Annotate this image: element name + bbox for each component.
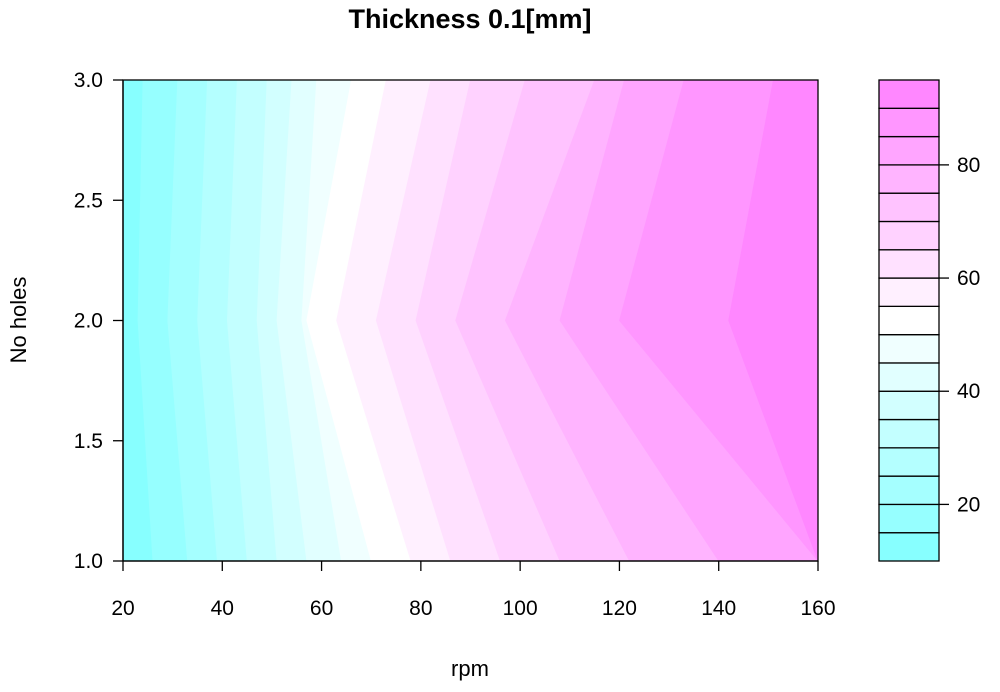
colorbar-swatch-75	[878, 164, 940, 194]
plot-area	[122, 79, 819, 562]
colorbar-tick-label: 80	[957, 154, 980, 177]
y-axis: 1.0 1.5 2.0 2.5 3.0	[74, 69, 124, 573]
x-tick-label: 140	[701, 597, 736, 620]
colorbar-tick-label: 60	[957, 267, 980, 290]
colorbar-swatch-10	[878, 532, 940, 562]
colorbar-swatch-70	[878, 192, 940, 223]
x-tick-label: 60	[310, 597, 333, 620]
colorbar-swatch-35	[878, 390, 940, 421]
colorbar-swatch-55	[878, 277, 940, 308]
x-tick-label: 100	[503, 597, 538, 620]
y-axis-label: No holes	[6, 277, 31, 364]
x-tick-label: 80	[409, 597, 432, 620]
colorbar-swatch-15	[878, 503, 940, 534]
x-tick-label: 40	[211, 597, 234, 620]
colorbar-swatch-40	[878, 362, 940, 392]
x-tick-label: 160	[800, 597, 835, 620]
colorbar: 20 40 60 80	[878, 79, 980, 562]
chart-title: Thickness 0.1[mm]	[348, 4, 591, 34]
colorbar-swatch-20	[878, 475, 940, 506]
colorbar-swatch-85	[878, 107, 940, 138]
x-axis: 20 40 60 80 100 120 140 160	[111, 560, 836, 620]
x-tick-label: 20	[111, 597, 134, 620]
y-tick-label: 2.5	[74, 189, 103, 212]
x-axis-label: rpm	[451, 656, 489, 681]
y-tick-label: 1.5	[74, 430, 103, 453]
colorbar-swatch-80	[878, 135, 940, 166]
colorbar-tick-label: 40	[957, 380, 980, 403]
colorbar-swatch-25	[878, 447, 940, 477]
y-tick-label: 1.0	[74, 550, 103, 573]
y-tick-label: 2.0	[74, 310, 103, 333]
colorbar-swatch-65	[878, 220, 940, 251]
colorbar-swatch-90	[878, 79, 940, 109]
colorbar-swatch-30	[878, 418, 940, 449]
colorbar-swatch-50	[878, 305, 940, 336]
y-tick-label: 3.0	[74, 69, 103, 92]
colorbar-swatch-60	[878, 249, 940, 279]
x-tick-label: 120	[602, 597, 637, 620]
colorbar-swatch-45	[878, 333, 940, 364]
colorbar-tick-label: 20	[957, 493, 980, 516]
